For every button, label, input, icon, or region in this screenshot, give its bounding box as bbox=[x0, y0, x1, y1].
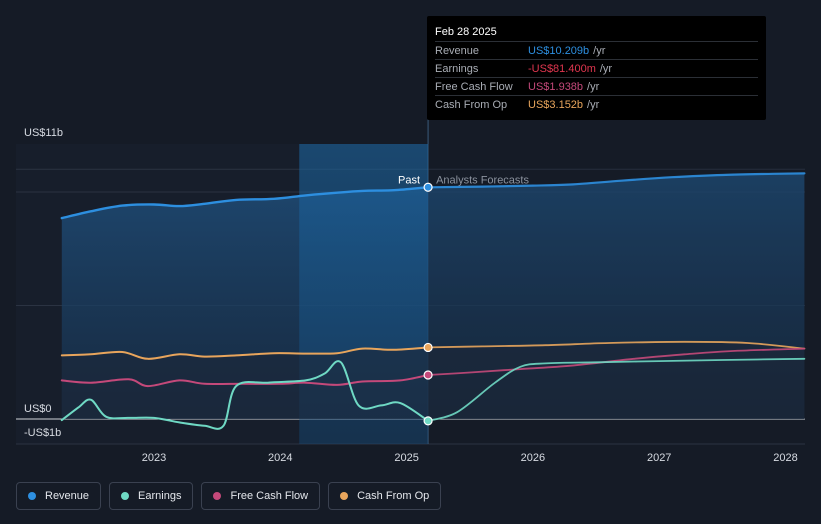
free-cash-flow-marker bbox=[423, 370, 433, 380]
x-tick-label: 2025 bbox=[394, 452, 418, 464]
cash-from-op-line-forecast bbox=[427, 340, 806, 350]
axes: Past Analysts Forecasts US$11b US$0 -US$1b 20… bbox=[24, 127, 798, 464]
tooltip-value: -US$81.400m bbox=[528, 62, 596, 75]
legend-item-earnings[interactable]: Earnings bbox=[109, 482, 194, 510]
legend-label: Earnings bbox=[138, 490, 182, 502]
tooltip-date: Feb 28 2025 bbox=[435, 26, 497, 38]
tooltip-label: Revenue bbox=[435, 44, 480, 57]
legend-label: Free Cash Flow bbox=[230, 490, 309, 502]
legend-label: Revenue bbox=[45, 490, 90, 502]
earnings-line-forecast bbox=[427, 357, 806, 422]
revenue-line-past bbox=[60, 186, 430, 220]
revenue-marker bbox=[423, 182, 433, 192]
cash-from-op-marker bbox=[423, 342, 433, 353]
tooltip-row-free-cash-flow: Free Cash Flow US$1.938b /yr bbox=[435, 77, 758, 95]
legend-dot-icon bbox=[340, 492, 349, 500]
earnings-line-past bbox=[60, 360, 430, 430]
tooltip-unit: /yr bbox=[599, 62, 613, 75]
x-tick-label: 2026 bbox=[521, 452, 545, 464]
tooltip: Feb 28 2025 Revenue US$10.209b /yr Earni… bbox=[427, 16, 766, 120]
legend-label: Cash From Op bbox=[357, 490, 430, 502]
tooltip-unit: /yr bbox=[587, 80, 600, 93]
legend: Revenue Earnings Free Cash Flow Cash Fro… bbox=[16, 482, 442, 510]
tooltip-unit: /yr bbox=[587, 98, 600, 111]
legend-dot-icon bbox=[28, 492, 36, 500]
legend-dot-icon bbox=[121, 492, 130, 500]
tooltip-label: Earnings bbox=[435, 62, 479, 75]
cash-from-op-line-past bbox=[60, 346, 430, 360]
earnings-marker bbox=[423, 416, 433, 426]
x-tick-label: 2027 bbox=[647, 452, 671, 464]
tooltip-label: Free Cash Flow bbox=[435, 80, 513, 93]
tooltip-row-earnings: Earnings -US$81.400m /yr bbox=[435, 59, 758, 77]
y-tick-label: US$11b bbox=[24, 127, 63, 139]
legend-item-free-cash-flow[interactable]: Free Cash Flow bbox=[201, 482, 321, 510]
hover-markers bbox=[423, 182, 433, 426]
legend-item-cash-from-op[interactable]: Cash From Op bbox=[328, 482, 442, 510]
series-lines bbox=[60, 172, 806, 430]
tooltip-row-revenue: Revenue US$10.209b /yr bbox=[435, 41, 758, 59]
revenue-line-forecast bbox=[427, 172, 806, 189]
past-label: Past bbox=[398, 174, 420, 186]
x-tick-label: 2028 bbox=[773, 452, 797, 464]
tooltip-value: US$10.209b bbox=[528, 44, 590, 57]
tooltip-value: US$1.938b bbox=[528, 80, 584, 93]
forecast-label: Analysts Forecasts bbox=[436, 174, 529, 186]
legend-item-revenue[interactable]: Revenue bbox=[16, 482, 102, 510]
tooltip-row-cash-from-op: Cash From Op US$3.152b /yr bbox=[435, 95, 758, 113]
y-tick-label: US$0 bbox=[24, 403, 52, 415]
tooltip-label: Cash From Op bbox=[435, 98, 508, 111]
tooltip-unit: /yr bbox=[593, 44, 606, 57]
legend-dot-icon bbox=[213, 492, 222, 500]
x-tick-label: 2024 bbox=[268, 452, 292, 464]
free-cash-flow-line-past bbox=[60, 374, 430, 388]
tooltip-value: US$3.152b bbox=[528, 98, 584, 111]
y-tick-label: -US$1b bbox=[24, 427, 61, 439]
x-tick-label: 2023 bbox=[142, 452, 166, 464]
